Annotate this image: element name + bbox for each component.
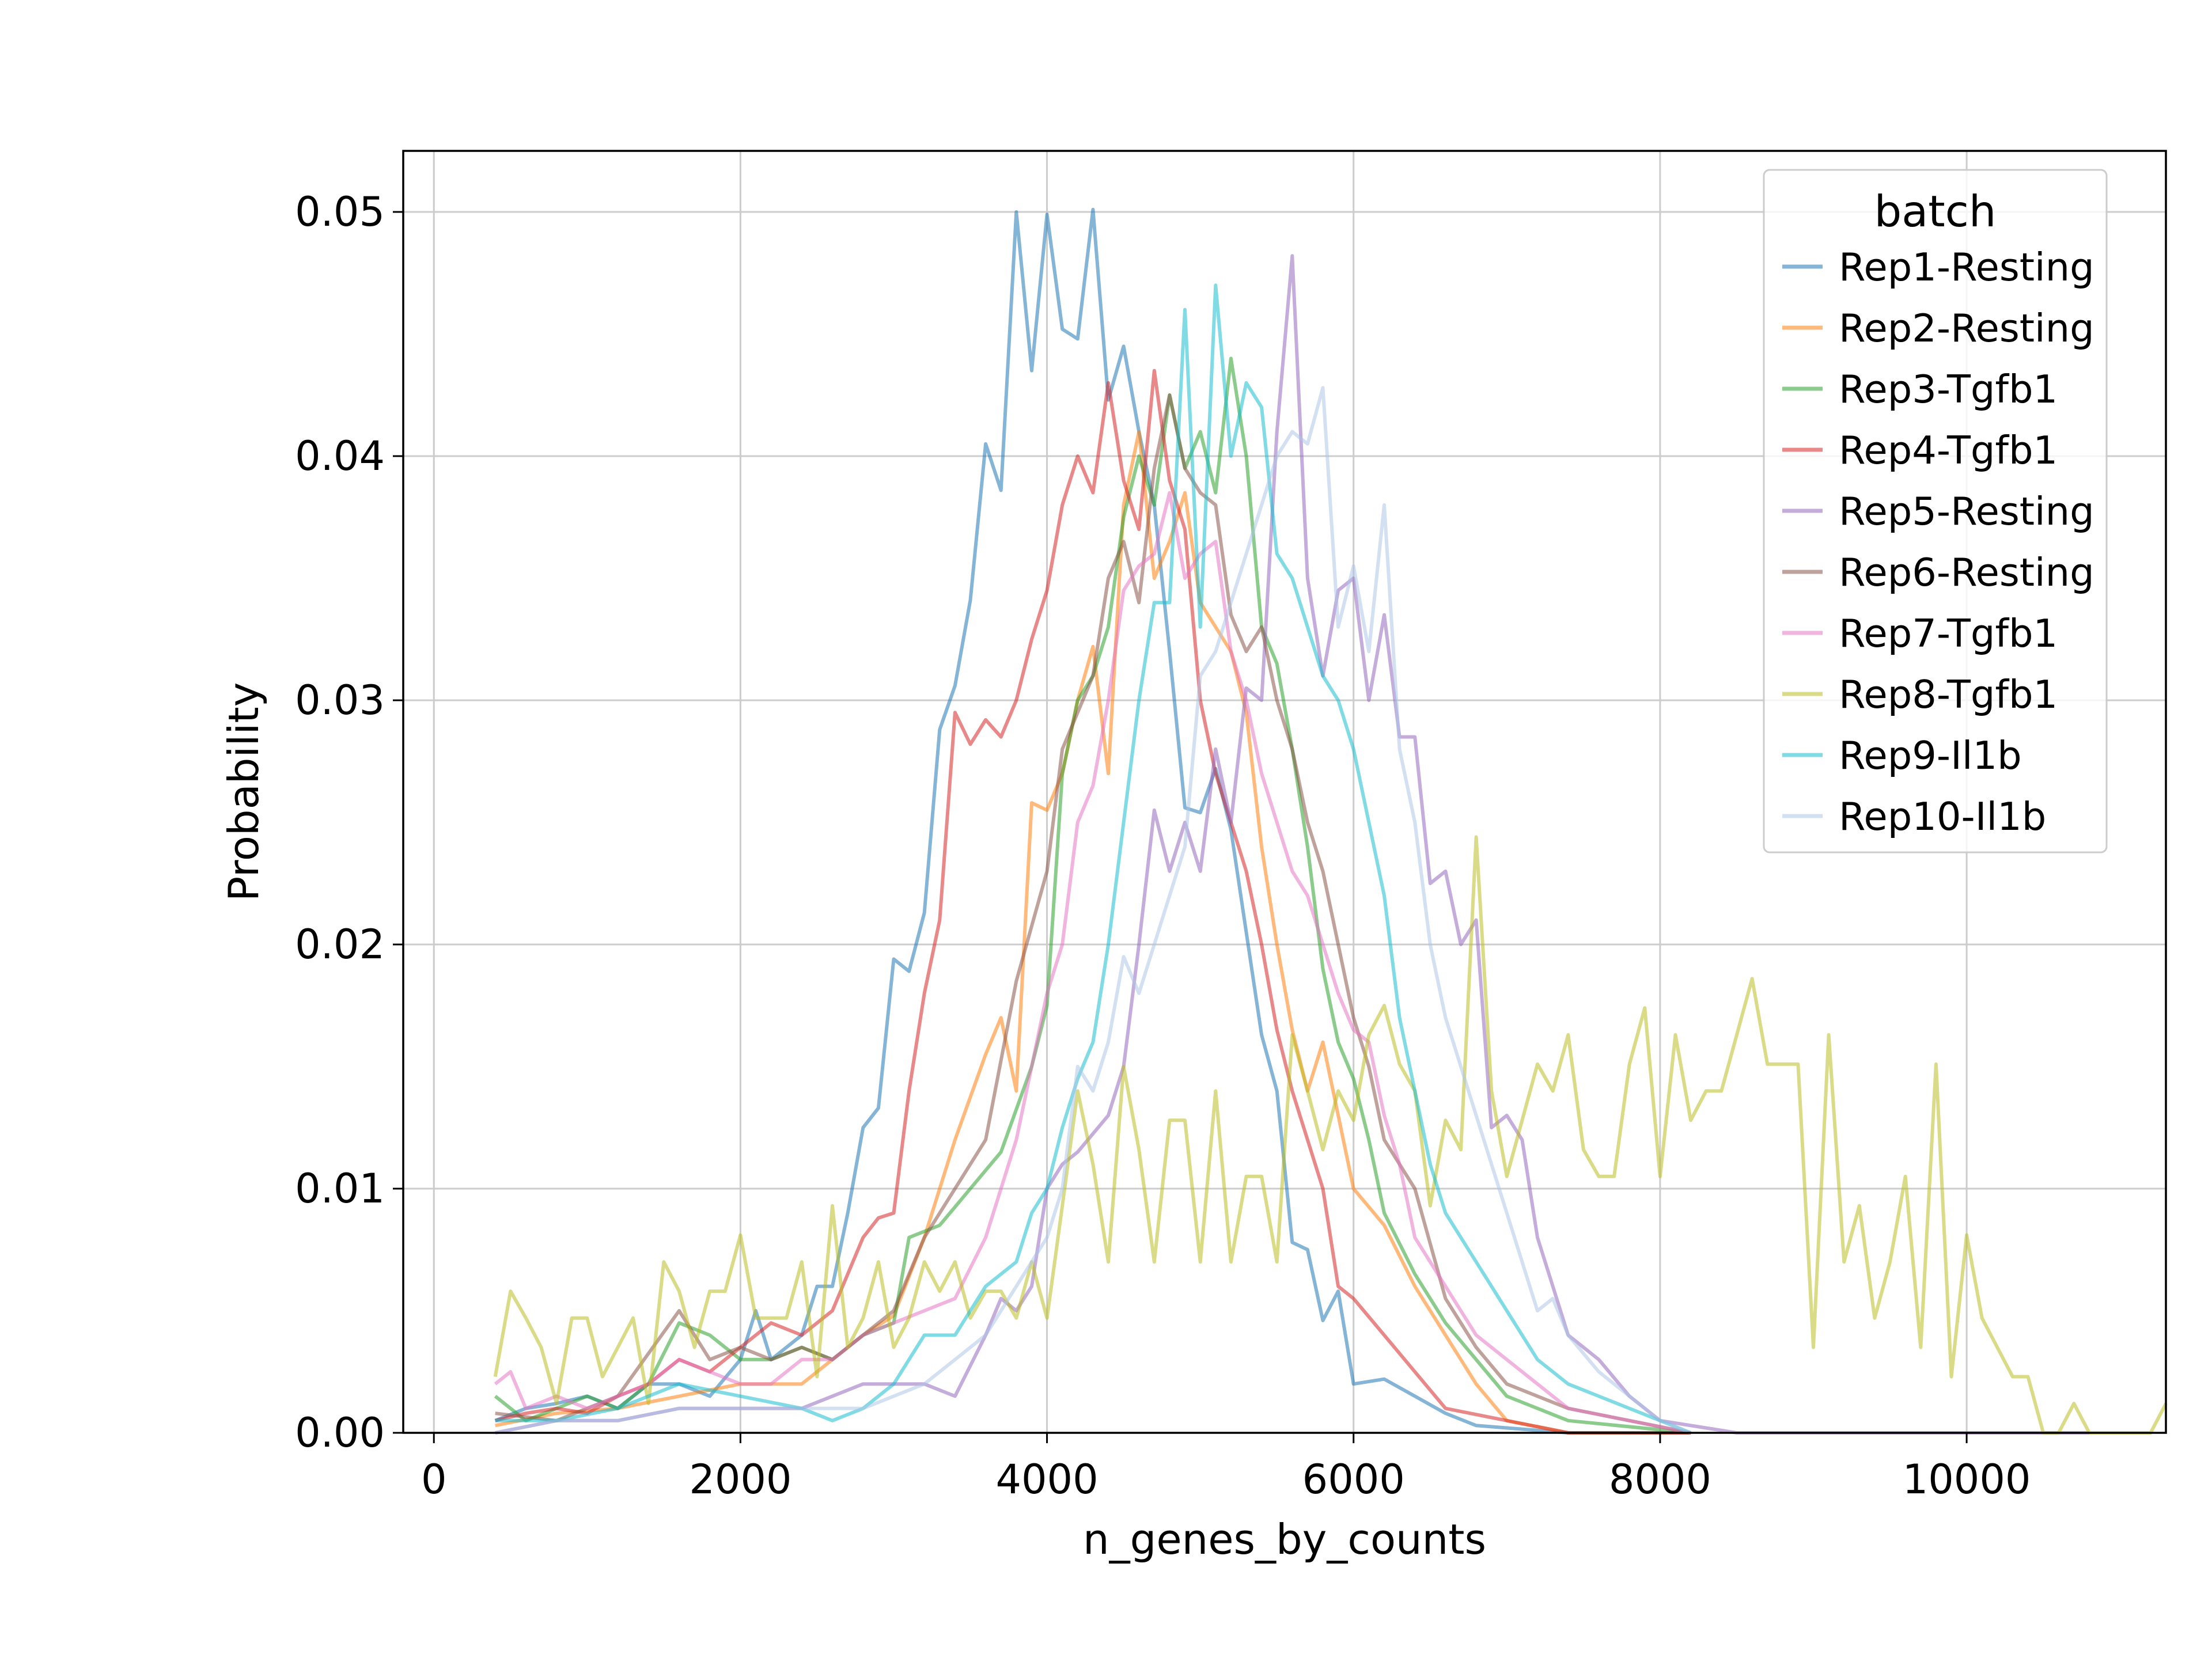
legend-items: Rep1-Resting Rep2-Resting Rep3-Tgfb1 Rep4-T…: [1782, 245, 2094, 839]
legend-label: Rep6-Resting: [1839, 550, 2094, 595]
legend-label: Rep2-Resting: [1839, 306, 2094, 351]
series-line-rep4-tgfb1: [495, 369, 1691, 1435]
series-lines: [493, 207, 2168, 1435]
y-tick-label: 0.02: [295, 921, 385, 968]
legend-label: Rep10-Il1b: [1839, 794, 2046, 839]
legend: batch Rep1-Resting Rep2-Resting Rep3-Tgfb1…: [1763, 169, 2108, 853]
y-axis-label: Probability: [219, 682, 268, 902]
x-tick-label: 10000: [1903, 1456, 2031, 1503]
x-tick-label: 0: [421, 1456, 447, 1503]
series-line-rep9-il1b: [495, 283, 1692, 1435]
legend-label: Rep5-Resting: [1839, 489, 2094, 534]
legend-label: Rep4-Tgfb1: [1839, 428, 2058, 473]
y-tick-label: 0.01: [295, 1165, 385, 1212]
legend-title: batch: [1874, 186, 1997, 237]
axis-ticks: 0 2000 4000 6000 8000 10000 0.00 0.01 0.02 0.03 0.…: [295, 188, 2031, 1503]
series-line-rep3-tgfb1: [494, 356, 1691, 1435]
x-tick-label: 2000: [689, 1456, 791, 1503]
x-tick-label: 8000: [1609, 1456, 1711, 1503]
plot-area-frame: [402, 150, 2167, 1434]
legend-label: Rep3-Tgfb1: [1839, 367, 2058, 412]
legend-label: Rep8-Tgfb1: [1839, 672, 2058, 717]
series-line-rep10-il1b: [495, 386, 1692, 1435]
y-tick-label: 0.03: [295, 677, 385, 724]
x-tick-label: 6000: [1302, 1456, 1405, 1503]
legend-box: [1763, 169, 2108, 853]
y-tick-label: 0.00: [295, 1409, 385, 1456]
y-tick-label: 0.05: [295, 188, 385, 236]
series-line-rep7-tgfb1: [494, 491, 1691, 1435]
legend-label: Rep9-Il1b: [1839, 733, 2022, 778]
x-tick-label: 4000: [995, 1456, 1098, 1503]
series-line-rep5-resting: [495, 254, 2089, 1435]
legend-label: Rep1-Resting: [1839, 245, 2094, 290]
x-axis-label: n_genes_by_counts: [1083, 1515, 1486, 1564]
legend-label: Rep7-Tgfb1: [1839, 611, 2058, 656]
y-tick-label: 0.04: [295, 432, 385, 480]
series-line-rep8-tgfb1: [493, 835, 2168, 1435]
